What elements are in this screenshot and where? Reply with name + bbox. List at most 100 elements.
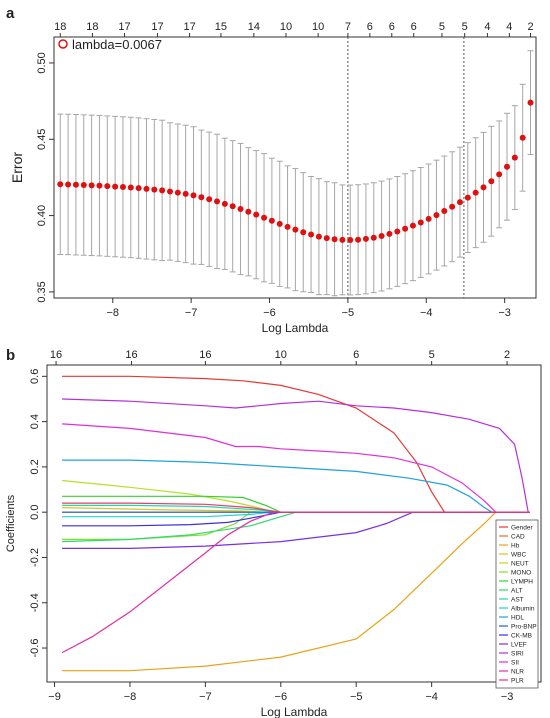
error-point <box>80 182 87 189</box>
top-tick-label: 17 <box>151 21 163 33</box>
error-point <box>127 184 134 191</box>
legend-label: NLR <box>511 669 524 676</box>
error-point <box>433 212 440 219</box>
panel-a: a −8 −7 −6 −5 −4 −3 0.35 0.40 0.45 0.50 18 18 17 17 17 1… <box>6 5 537 335</box>
legend-label: PLR <box>511 678 524 685</box>
x-tick-label: −6 <box>263 307 276 319</box>
error-point <box>166 188 173 195</box>
error-point <box>472 189 479 196</box>
top-tick-label: 4 <box>506 21 512 33</box>
error-point <box>519 134 526 141</box>
error-point <box>449 203 456 210</box>
error-point <box>65 181 72 188</box>
x-tick-label: −8 <box>124 691 137 703</box>
error-point <box>174 189 181 196</box>
y-tick-label: -0.2 <box>29 548 41 567</box>
error-point <box>276 220 283 227</box>
error-point <box>112 183 119 190</box>
x-tick-label: −5 <box>342 307 355 319</box>
coef-line-hb <box>62 511 530 672</box>
legend-label: LVEF <box>511 642 527 649</box>
top-tick-label: 6 <box>367 21 373 33</box>
error-point <box>143 185 150 192</box>
error-point <box>323 235 330 242</box>
error-point <box>331 236 338 243</box>
top-tick-label: 6 <box>411 21 417 33</box>
error-point <box>214 198 221 205</box>
coef-line-sii <box>62 423 530 513</box>
x-tick-label: −4 <box>425 691 438 703</box>
legend-label: Pro-BNP <box>511 624 537 631</box>
x-tick-label: −6 <box>275 691 288 703</box>
legend-label: CK-MB <box>511 633 532 640</box>
legend-label: HDL <box>511 615 524 622</box>
x-tick-label: −3 <box>498 307 511 319</box>
legend-label: SIRI <box>511 651 524 658</box>
error-point <box>268 217 275 224</box>
coef-line-ck-mb <box>62 511 530 527</box>
legend-label: lambda=0.0067 <box>72 37 162 52</box>
top-tick-label: 5 <box>429 349 435 361</box>
y-tick-label: 0.50 <box>36 52 48 73</box>
top-tick-label: 4 <box>484 21 490 33</box>
y-tick-label: 0.45 <box>36 129 48 150</box>
coef-line-plr <box>62 502 530 513</box>
legend-label: AST <box>511 597 524 604</box>
error-point <box>347 237 354 243</box>
y-axis-title: Error <box>9 152 25 183</box>
y-tick-label: 0.0 <box>29 505 41 520</box>
top-tick-label: 6 <box>353 349 359 361</box>
error-point <box>425 215 432 222</box>
y-tick-label: 0.2 <box>29 459 41 474</box>
y-tick-label: -0.4 <box>29 593 41 612</box>
top-tick-label: 2 <box>527 21 533 33</box>
top-tick-label: 16 <box>199 349 211 361</box>
error-point <box>261 214 268 221</box>
x-tick-label: −5 <box>350 691 363 703</box>
x-tick-label: −4 <box>420 307 433 319</box>
panel-label: b <box>6 347 15 364</box>
error-point <box>159 187 166 194</box>
x-tick-label: −3 <box>501 691 514 703</box>
coef-line-gender <box>62 375 530 513</box>
x-axis-title: Log Lambda <box>262 321 329 335</box>
top-tick-label: 16 <box>50 349 62 361</box>
error-point <box>441 208 448 214</box>
y-axis-title: Coefficients <box>5 494 17 552</box>
legend-label: Albumin <box>511 606 535 613</box>
error-point <box>339 236 346 243</box>
top-tick-label: 10 <box>280 21 292 33</box>
top-tick-label: 18 <box>86 21 98 33</box>
error-point <box>300 229 307 236</box>
y-tick-label: 0.6 <box>29 369 41 384</box>
error-point <box>198 194 205 201</box>
error-point <box>57 181 64 188</box>
error-point <box>480 184 487 191</box>
error-point <box>315 233 322 240</box>
y-tick-label: 0.4 <box>29 414 41 429</box>
error-point <box>409 222 416 229</box>
legend-label: LYMPH <box>511 579 533 586</box>
error-point <box>72 181 79 188</box>
plot-frame <box>53 36 537 299</box>
coef-line-alt <box>62 511 530 543</box>
error-point <box>496 171 503 178</box>
top-tick-label: 16 <box>125 349 137 361</box>
error-point <box>119 184 126 191</box>
top-tick-label: 18 <box>54 21 66 33</box>
legend-label: MONO <box>511 570 531 577</box>
top-tick-label: 2 <box>504 349 510 361</box>
error-point <box>151 186 158 193</box>
legend-label: NEUT <box>511 561 529 568</box>
top-tick-label: 10 <box>312 21 324 33</box>
error-point <box>464 194 471 201</box>
error-point <box>292 226 299 233</box>
coef-line-lvef <box>62 511 530 549</box>
x-tick-label: −9 <box>48 691 61 703</box>
x-axis-title: Log Lambda <box>261 705 328 718</box>
top-tick-label: 7 <box>345 21 351 33</box>
error-point <box>417 219 424 226</box>
top-tick-label: 17 <box>183 21 195 33</box>
coef-line-albumin <box>62 511 530 518</box>
